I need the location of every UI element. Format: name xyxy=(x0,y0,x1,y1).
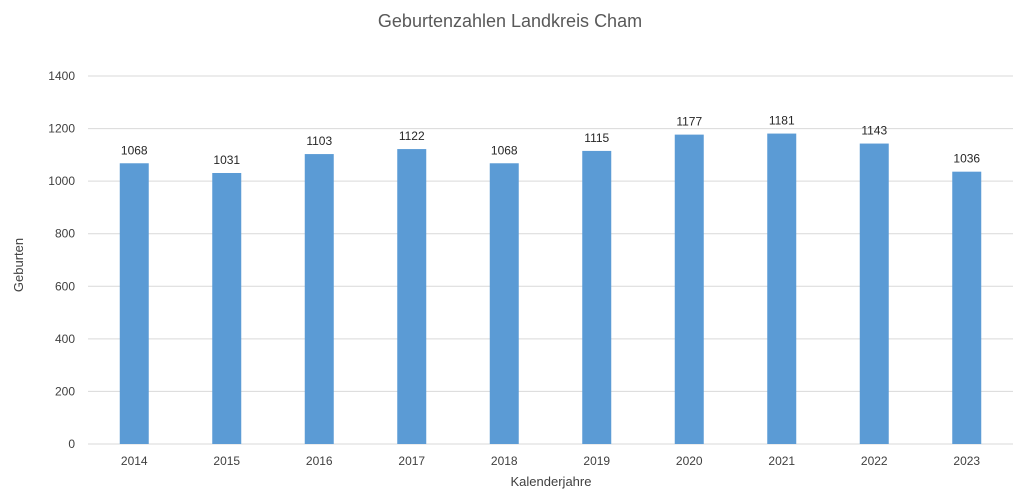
y-tick-label: 1200 xyxy=(48,122,75,136)
data-label-2016: 1103 xyxy=(306,134,332,148)
bar-2015 xyxy=(212,172,242,444)
y-axis-title: Geburten xyxy=(11,238,26,292)
x-tick-label-2018: 2018 xyxy=(491,454,518,468)
bars xyxy=(119,133,982,445)
bar-2014 xyxy=(119,163,149,445)
bar-2020 xyxy=(674,134,704,445)
y-tick-label: 600 xyxy=(55,279,75,293)
x-axis-title: Kalenderjahre xyxy=(511,474,592,489)
y-tick-label: 400 xyxy=(55,332,75,346)
data-label-2017: 1122 xyxy=(399,129,425,143)
bar-2017 xyxy=(397,149,427,444)
bar-2016 xyxy=(304,154,334,444)
data-labels: 1068 1031 1103 1122 1068 1115 1177 1181 1143 1036 xyxy=(121,114,981,167)
bar-2019 xyxy=(582,150,612,444)
bar-2022 xyxy=(859,143,889,444)
y-tick-label: 0 xyxy=(68,437,75,451)
data-label-2023: 1036 xyxy=(953,152,980,166)
x-tick-label-2015: 2015 xyxy=(213,454,240,468)
bar-2018 xyxy=(489,163,519,445)
y-tick-label: 800 xyxy=(55,227,75,241)
data-label-2022: 1143 xyxy=(861,124,887,138)
chart-title: Geburtenzahlen Landkreis Cham xyxy=(378,11,642,31)
data-label-2018: 1068 xyxy=(491,143,518,157)
x-axis-ticks: 2014 2015 2016 2017 2018 2019 2020 2021 2022 2023 xyxy=(121,454,981,468)
y-tick-label: 200 xyxy=(55,384,75,398)
data-label-2020: 1177 xyxy=(676,115,702,129)
x-tick-label-2014: 2014 xyxy=(121,454,148,468)
x-tick-label-2020: 2020 xyxy=(676,454,703,468)
x-tick-label-2021: 2021 xyxy=(768,454,795,468)
bar-2023 xyxy=(952,171,982,444)
y-axis-ticks: 0 200 400 600 800 1000 1200 1400 xyxy=(48,69,75,451)
bar-2021 xyxy=(767,133,797,444)
data-label-2019: 1115 xyxy=(584,131,609,145)
x-tick-label-2017: 2017 xyxy=(398,454,425,468)
x-tick-label-2022: 2022 xyxy=(861,454,888,468)
data-label-2015: 1031 xyxy=(213,153,240,167)
x-tick-label-2019: 2019 xyxy=(583,454,610,468)
x-tick-label-2023: 2023 xyxy=(953,454,980,468)
data-label-2021: 1181 xyxy=(769,114,795,128)
y-tick-label: 1400 xyxy=(48,69,75,83)
data-label-2014: 1068 xyxy=(121,143,148,157)
y-tick-label: 1000 xyxy=(48,174,75,188)
x-tick-label-2016: 2016 xyxy=(306,454,333,468)
gridlines xyxy=(88,75,1013,445)
